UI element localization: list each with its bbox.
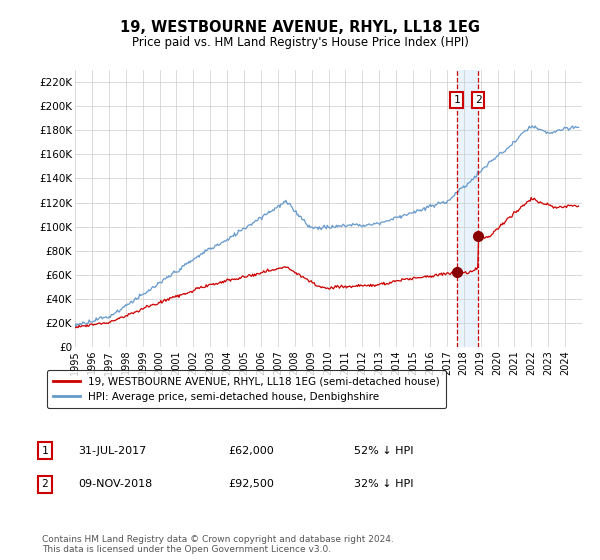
Text: 32% ↓ HPI: 32% ↓ HPI xyxy=(354,479,413,489)
Text: 52% ↓ HPI: 52% ↓ HPI xyxy=(354,446,413,456)
Text: 2: 2 xyxy=(475,95,482,105)
Text: 2: 2 xyxy=(41,479,49,489)
Bar xyxy=(457,70,478,347)
Text: 31-JUL-2017: 31-JUL-2017 xyxy=(78,446,146,456)
Text: 09-NOV-2018: 09-NOV-2018 xyxy=(78,479,152,489)
Legend: 19, WESTBOURNE AVENUE, RHYL, LL18 1EG (semi-detached house), HPI: Average price,: 19, WESTBOURNE AVENUE, RHYL, LL18 1EG (s… xyxy=(47,370,446,408)
Text: 19, WESTBOURNE AVENUE, RHYL, LL18 1EG: 19, WESTBOURNE AVENUE, RHYL, LL18 1EG xyxy=(120,20,480,35)
Text: 1: 1 xyxy=(41,446,49,456)
Text: £92,500: £92,500 xyxy=(228,479,274,489)
Text: 1: 1 xyxy=(453,95,460,105)
Text: Price paid vs. HM Land Registry's House Price Index (HPI): Price paid vs. HM Land Registry's House … xyxy=(131,36,469,49)
Text: Contains HM Land Registry data © Crown copyright and database right 2024.
This d: Contains HM Land Registry data © Crown c… xyxy=(42,535,394,554)
Text: £62,000: £62,000 xyxy=(228,446,274,456)
